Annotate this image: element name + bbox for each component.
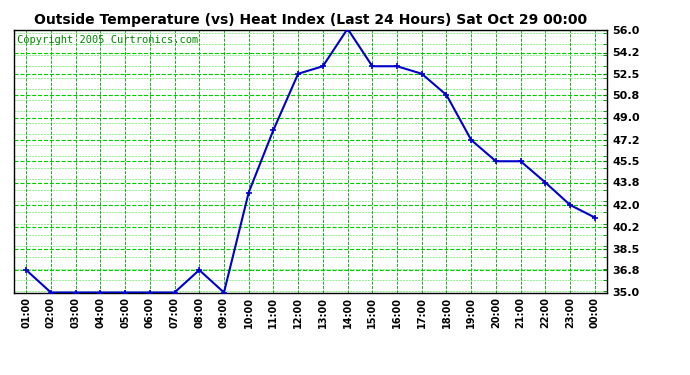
Text: Copyright 2005 Curtronics.com: Copyright 2005 Curtronics.com (17, 35, 198, 45)
Title: Outside Temperature (vs) Heat Index (Last 24 Hours) Sat Oct 29 00:00: Outside Temperature (vs) Heat Index (Las… (34, 13, 587, 27)
